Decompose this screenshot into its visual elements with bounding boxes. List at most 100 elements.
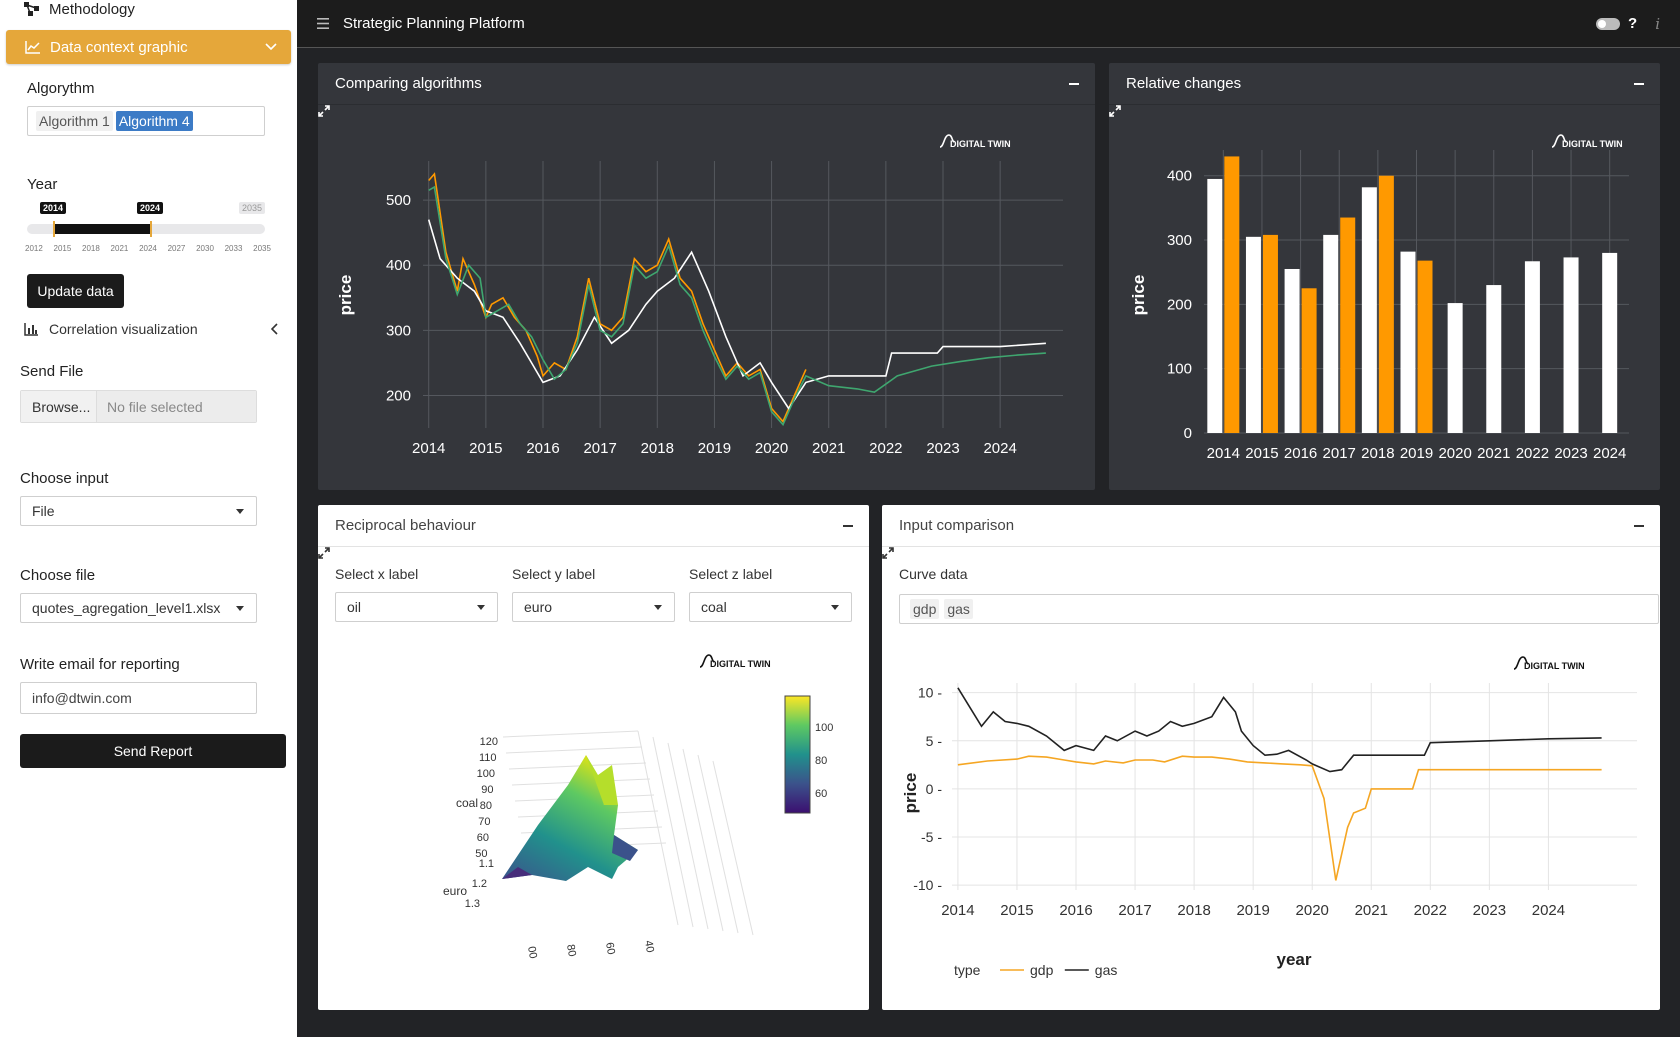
x-tick-label: 2016: [526, 440, 559, 457]
surface-grid-line: [652, 736, 694, 928]
expand-icon[interactable]: [318, 547, 330, 559]
curve-tag[interactable]: gas: [944, 599, 973, 619]
curve-data-label: Curve data: [899, 566, 968, 582]
nav-item-correlation-visualization[interactable]: Correlation visualization: [24, 321, 279, 337]
y-tick-label: 400: [386, 257, 411, 274]
minimize-icon[interactable]: [1634, 82, 1644, 85]
slider-tick: 2015: [53, 244, 72, 253]
expand-icon[interactable]: [318, 105, 330, 117]
y-tick-label: 200: [386, 387, 411, 404]
x-tick-label: 2018: [1361, 445, 1394, 462]
choose-file-value: quotes_agregation_level1.xlsx: [32, 600, 221, 616]
x-tick-label: 2020: [755, 440, 788, 457]
bar-methanol: [1224, 156, 1240, 433]
x-tick-label: 2020: [1296, 902, 1329, 919]
line-chart-icon: [25, 41, 40, 54]
colorbar-tick-label: 60: [815, 788, 827, 800]
colorbar-tick-label: 100: [815, 722, 833, 734]
logo-text: DIGITAL TWIN: [950, 139, 1011, 149]
algorithm-multiselect[interactable]: Algorithm 1 Algorithm 4: [27, 106, 265, 136]
x-tick-label: 2024: [1532, 902, 1565, 919]
send-report-button[interactable]: Send Report: [20, 734, 286, 768]
update-data-button[interactable]: Update data: [27, 274, 124, 308]
expand-icon[interactable]: [1109, 105, 1121, 117]
bar-methanol: [1301, 288, 1317, 433]
bar-model: [1447, 303, 1463, 433]
y-axis-title: euro: [443, 884, 467, 898]
slider-handle-to[interactable]: [150, 221, 152, 237]
app-title: Strategic Planning Platform: [343, 15, 525, 32]
email-input[interactable]: info@dtwin.com: [20, 682, 257, 714]
y-tick-label: 0 -: [926, 781, 943, 797]
minimize-icon[interactable]: [1634, 524, 1644, 527]
y-tick-label: 1.1: [479, 858, 494, 870]
nav-item-data-context-graphic[interactable]: Data context graphic: [6, 30, 291, 64]
choose-input-select[interactable]: File: [20, 496, 257, 526]
theme-toggle[interactable]: [1596, 17, 1621, 30]
x-tick-label: 2014: [412, 440, 445, 457]
surface-grid-line: [697, 754, 739, 934]
card-header: Comparing algorithms: [318, 63, 1095, 117]
curve-tag[interactable]: gdp: [910, 599, 940, 619]
x-tick-label: 2018: [1177, 902, 1210, 919]
y-tick-label: 10 -: [918, 685, 942, 701]
curve-data-multiselect[interactable]: gdp gas: [899, 594, 1659, 624]
x-tick-label: 2022: [1414, 902, 1447, 919]
hamburger-menu-icon[interactable]: [317, 18, 329, 29]
file-upload-input[interactable]: Browse... No file selected: [20, 390, 257, 423]
surface-grid-line: [508, 762, 647, 770]
y-label-select[interactable]: euro: [512, 592, 675, 622]
x-axis-title: year: [1277, 950, 1312, 969]
algorithm-tag-selected[interactable]: Algorithm 4: [115, 111, 193, 131]
choose-file-select[interactable]: quotes_agregation_level1.xlsx: [20, 593, 257, 623]
minimize-icon[interactable]: [843, 524, 853, 527]
x-tick-label: 2024: [983, 440, 1016, 457]
z-label-select[interactable]: coal: [689, 592, 852, 622]
surface-shadow: [612, 835, 638, 861]
choose-input-label: Choose input: [20, 470, 109, 487]
bar-chart-icon: [24, 323, 38, 336]
slider-tick: 2021: [110, 244, 129, 253]
nav-item-methodology[interactable]: Methodology: [24, 0, 135, 18]
slider-handle-from[interactable]: [53, 221, 55, 237]
algorithm-tag[interactable]: Algorithm 1: [36, 111, 113, 131]
slider-tick: 2033: [224, 244, 243, 253]
y-tick-label: 0: [1184, 425, 1192, 442]
x-tick-label: 2014: [1207, 445, 1240, 462]
nav-item-data-context-label: Data context graphic: [50, 38, 188, 56]
bar-model: [1245, 236, 1261, 433]
browse-button[interactable]: Browse...: [21, 391, 97, 422]
x-label-select-label: Select x label: [335, 566, 419, 582]
minimize-icon[interactable]: [1069, 82, 1079, 85]
z-tick-label: 50: [475, 848, 487, 860]
caret-down-icon: [236, 605, 244, 611]
card-header: Reciprocal behaviour: [318, 505, 869, 559]
info-icon[interactable]: i: [1655, 14, 1660, 33]
x-tick-label: 60: [603, 941, 617, 955]
chevron-down-icon: [265, 43, 277, 51]
surface-mesh: [502, 755, 638, 881]
y-tick-label: 5 -: [926, 733, 943, 749]
slider-tick: 2030: [196, 244, 214, 253]
year-range-slider[interactable]: 2014 2024 2035 2012 2015 2018 2021 2024 …: [25, 200, 271, 255]
card-title: Reciprocal behaviour: [335, 517, 476, 534]
x-tick-label: 2017: [1323, 445, 1356, 462]
chart-input-comparison: 2014 2015 2016 2017 2018 2019 2020 2021 2022 2023…: [901, 656, 1637, 978]
x-label-select[interactable]: oil: [335, 592, 498, 622]
card-title: Input comparison: [899, 517, 1015, 534]
bar-model: [1602, 252, 1618, 433]
z-label-value: coal: [701, 599, 727, 615]
bar-model: [1400, 251, 1416, 433]
file-name-field: No file selected: [97, 391, 256, 422]
x-tick-label: 2017: [1118, 902, 1151, 919]
expand-icon[interactable]: [882, 547, 894, 559]
slider-tick: 2035: [253, 244, 271, 253]
series-line-algorithm-1: [427, 219, 1046, 410]
x-tick-label: 2023: [1473, 902, 1506, 919]
choose-file-label: Choose file: [20, 567, 96, 584]
help-icon[interactable]: ?: [1628, 15, 1638, 32]
x-tick-label: 2015: [469, 440, 502, 457]
logo-swoosh: [1551, 134, 1567, 148]
z-tick-label: 100: [477, 768, 495, 780]
x-tick-label: 2023: [926, 440, 959, 457]
